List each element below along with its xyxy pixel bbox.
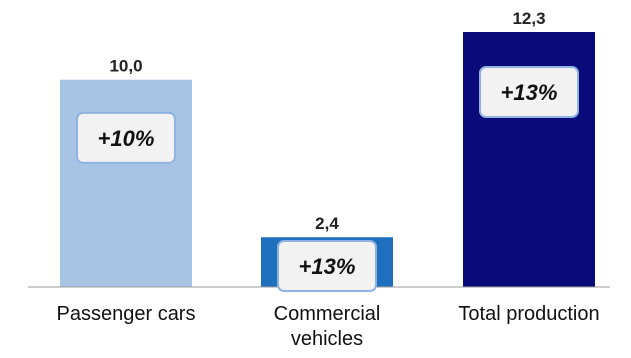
value-label-commercial-vehicles: 2,4 <box>315 214 339 233</box>
category-label-commercial-vehicles: Commercial vehicles <box>274 303 381 350</box>
growth-badge-commercial-vehicles <box>277 240 377 292</box>
growth-label-total-production: +13% <box>501 80 558 105</box>
value-label-passenger-cars: 10,0 <box>109 57 142 76</box>
bar-passenger-cars <box>60 79 192 288</box>
growth-label-commercial-vehicles: +13% <box>299 254 356 279</box>
category-label-passenger-cars: Passenger cars <box>57 303 196 325</box>
labels-layer: 10,0 +10% Passenger cars 2,4 +13% Commercial v… <box>57 9 600 350</box>
category-label-line: vehicles <box>291 328 363 350</box>
growth-label-passenger-cars: +10% <box>98 126 155 151</box>
category-label-line: Commercial <box>274 303 381 325</box>
category-label-line: Passenger cars <box>57 303 196 325</box>
category-label-line: Total production <box>458 303 599 325</box>
growth-badge-total-production <box>479 66 579 118</box>
value-label-total-production: 12,3 <box>512 9 545 28</box>
category-label-total-production: Total production <box>458 303 599 325</box>
growth-badge-passenger-cars <box>76 111 176 164</box>
